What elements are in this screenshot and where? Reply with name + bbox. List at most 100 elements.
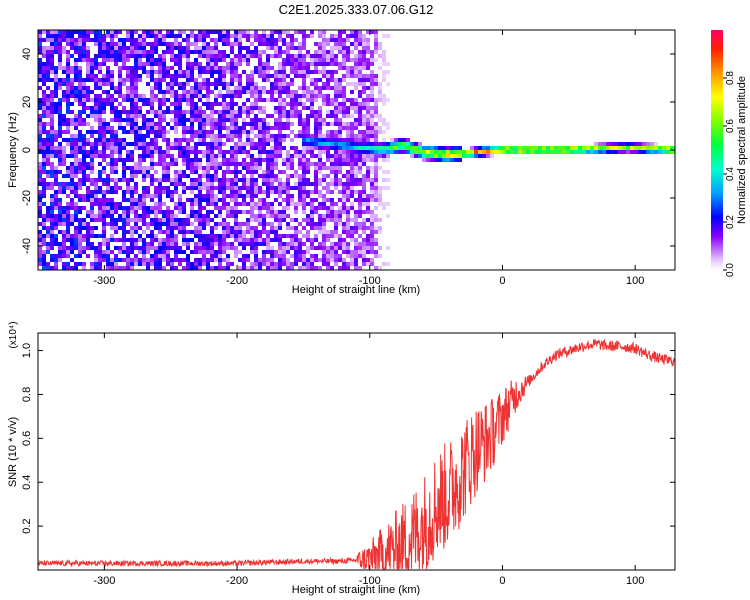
heatmap-cell <box>134 130 138 134</box>
heatmap-cell <box>302 162 306 166</box>
heatmap-cell <box>54 182 58 186</box>
heatmap-cell <box>322 234 326 238</box>
heatmap-cell <box>202 46 206 50</box>
heatmap-cell <box>54 262 58 266</box>
heatmap-cell <box>122 178 126 182</box>
heatmap-cell <box>162 190 166 194</box>
heatmap-cell <box>290 130 294 134</box>
heatmap-cell <box>42 170 46 174</box>
heatmap-cell <box>354 230 358 234</box>
heatmap-cell <box>266 266 270 270</box>
heatmap-cell <box>254 254 258 258</box>
heatmap-cell <box>54 198 58 202</box>
heatmap-cell <box>350 30 354 34</box>
heatmap-cell <box>122 146 126 150</box>
heatmap-cell <box>150 122 154 126</box>
heatmap-cell <box>134 198 138 202</box>
heatmap-cell <box>222 206 226 210</box>
heatmap-cell <box>322 218 326 222</box>
heatmap-cell <box>286 266 290 270</box>
heatmap-cell <box>318 170 322 174</box>
heatmap-cell <box>250 178 254 182</box>
heatmap-cell <box>362 178 366 182</box>
heatmap-cell <box>102 234 106 238</box>
heatmap-cell <box>234 234 238 238</box>
heatmap-cell <box>226 102 230 106</box>
heatmap-cell <box>42 122 46 126</box>
heatmap-cell <box>142 186 146 190</box>
heatmap-cell <box>530 146 534 150</box>
heatmap-cell <box>302 154 306 158</box>
heatmap-cell <box>98 246 102 250</box>
heatmap-cell <box>270 250 274 254</box>
heatmap-cell <box>350 70 354 74</box>
heatmap-cell <box>214 142 218 146</box>
heatmap-cell <box>102 138 106 142</box>
heatmap-cell <box>342 158 346 162</box>
heatmap-cell <box>246 58 250 62</box>
heatmap-cell <box>306 66 310 70</box>
heatmap-cell <box>290 234 294 238</box>
heatmap-cell <box>234 114 238 118</box>
heatmap-cell <box>50 166 54 170</box>
heatmap-cell <box>190 34 194 38</box>
heatmap-cell <box>306 90 310 94</box>
heatmap-cell <box>222 150 226 154</box>
heatmap-cell <box>230 98 234 102</box>
heatmap-cell <box>130 70 134 74</box>
heatmap-cell <box>210 242 214 246</box>
heatmap-cell <box>294 134 298 138</box>
heatmap-cell <box>350 130 354 134</box>
heatmap-cell <box>138 62 142 66</box>
heatmap-cell <box>198 70 202 74</box>
heatmap-cell <box>146 206 150 210</box>
heatmap-cell <box>210 198 214 202</box>
heatmap-cell <box>378 90 382 94</box>
heatmap-cell <box>182 70 186 74</box>
heatmap-cell <box>282 114 286 118</box>
heatmap-cell <box>230 190 234 194</box>
heatmap-cell <box>334 226 338 230</box>
heatmap-cell <box>650 146 654 150</box>
heatmap-cell <box>86 246 90 250</box>
heatmap-cell <box>158 162 162 166</box>
heatmap-cell <box>270 202 274 206</box>
heatmap-cell <box>126 78 130 82</box>
heatmap-cell <box>294 226 298 230</box>
heatmap-cell <box>162 134 166 138</box>
heatmap-cell <box>130 74 134 78</box>
heatmap-cell <box>214 234 218 238</box>
heatmap-cell <box>38 222 42 226</box>
heatmap-cell <box>310 154 314 158</box>
heatmap-cell <box>118 90 122 94</box>
heatmap-cell <box>354 102 358 106</box>
heatmap-cell <box>126 154 130 158</box>
heatmap-cell <box>134 190 138 194</box>
heatmap-cell <box>334 262 338 266</box>
heatmap-cell <box>38 86 42 90</box>
heatmap-cell <box>54 174 58 178</box>
heatmap-cell <box>286 102 290 106</box>
heatmap-cell <box>238 266 242 270</box>
heatmap-cell <box>54 102 58 106</box>
heatmap-cell <box>370 150 374 154</box>
heatmap-cell <box>106 246 110 250</box>
heatmap-cell <box>118 102 122 106</box>
heatmap-cell <box>630 146 634 150</box>
heatmap-cell <box>74 78 78 82</box>
heatmap-cell <box>374 38 378 42</box>
heatmap-cell <box>58 206 62 210</box>
heatmap-cell <box>206 130 210 134</box>
heatmap-cell <box>246 114 250 118</box>
heatmap-cell <box>322 174 326 178</box>
heatmap-cell <box>38 34 42 38</box>
heatmap-cell <box>118 218 122 222</box>
heatmap-cell <box>186 70 190 74</box>
heatmap-cell <box>162 222 166 226</box>
heatmap-cell <box>374 178 378 182</box>
heatmap-cell <box>294 106 298 110</box>
heatmap-cell <box>294 66 298 70</box>
heatmap-cell <box>302 106 306 110</box>
heatmap-cell <box>98 262 102 266</box>
heatmap-cell <box>278 142 282 146</box>
